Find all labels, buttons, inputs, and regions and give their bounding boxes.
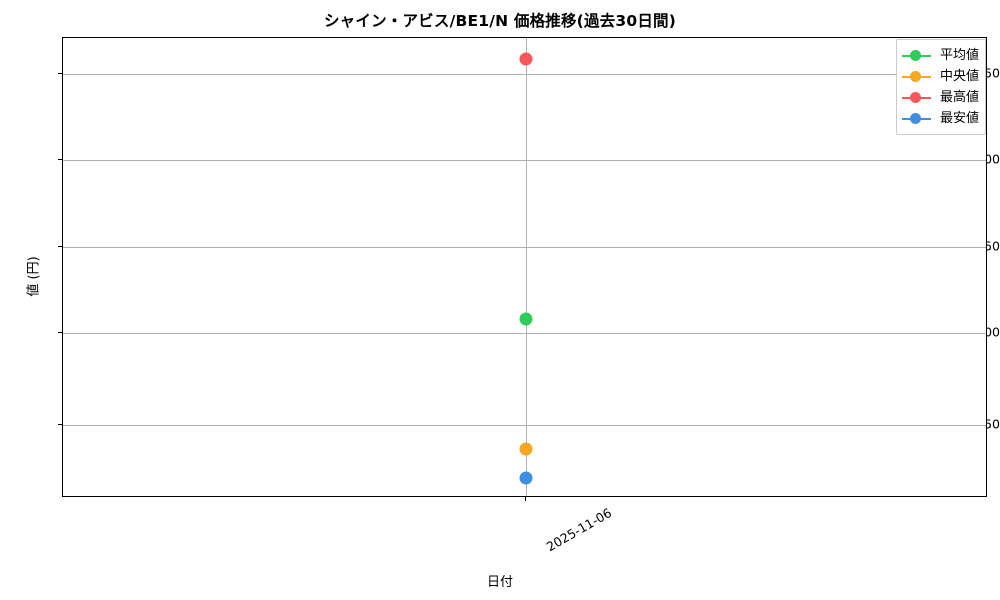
gridline-y-50 bbox=[63, 425, 986, 426]
y-tick-mark-50 bbox=[58, 424, 62, 426]
legend-item-min: 最安値 bbox=[902, 108, 979, 129]
data-point-median bbox=[519, 442, 533, 456]
legend-label-median: 中央値 bbox=[940, 69, 980, 84]
legend-label-max: 最高値 bbox=[940, 90, 980, 105]
legend-item-median: 中央値 bbox=[902, 66, 979, 87]
gridline-y-250 bbox=[63, 74, 986, 75]
data-point-average bbox=[519, 312, 533, 326]
legend-item-max: 最高値 bbox=[902, 87, 979, 108]
x-tick-mark-2025-11-06 bbox=[525, 497, 527, 501]
data-point-min bbox=[519, 471, 533, 485]
legend-label-average: 平均値 bbox=[940, 48, 980, 63]
y-tick-mark-100 bbox=[58, 332, 62, 334]
plot-area bbox=[62, 37, 987, 497]
legend-marker-icon-median bbox=[902, 70, 931, 83]
y-tick-mark-200 bbox=[58, 159, 62, 161]
y-axis-label: 値 (円) bbox=[26, 256, 42, 297]
y-tick-label-50: 50 bbox=[984, 416, 1000, 432]
legend-item-average: 平均値 bbox=[902, 45, 979, 66]
chart-legend: 平均値 中央値 最高値 最安値 bbox=[896, 39, 987, 135]
legend-label-min: 最安値 bbox=[940, 111, 980, 126]
x-tick-label-2025-11-06: 2025-11-06 bbox=[543, 505, 615, 555]
gridline-y-200 bbox=[63, 160, 986, 161]
y-tick-mark-250 bbox=[58, 73, 62, 75]
gridline-y-100 bbox=[63, 333, 986, 334]
y-tick-mark-150 bbox=[58, 246, 62, 248]
data-point-max bbox=[519, 52, 533, 66]
gridline-x-2025-11-06 bbox=[526, 38, 527, 496]
legend-marker-icon-average bbox=[902, 49, 931, 62]
legend-marker-icon-min bbox=[902, 112, 931, 125]
chart-title: シャイン・アビス/BE1/N 価格推移(過去30日間) bbox=[323, 12, 677, 30]
gridline-y-150 bbox=[63, 247, 986, 248]
plot-inner bbox=[63, 38, 986, 496]
legend-marker-icon-max bbox=[902, 91, 931, 104]
x-axis-label: 日付 bbox=[486, 575, 513, 590]
